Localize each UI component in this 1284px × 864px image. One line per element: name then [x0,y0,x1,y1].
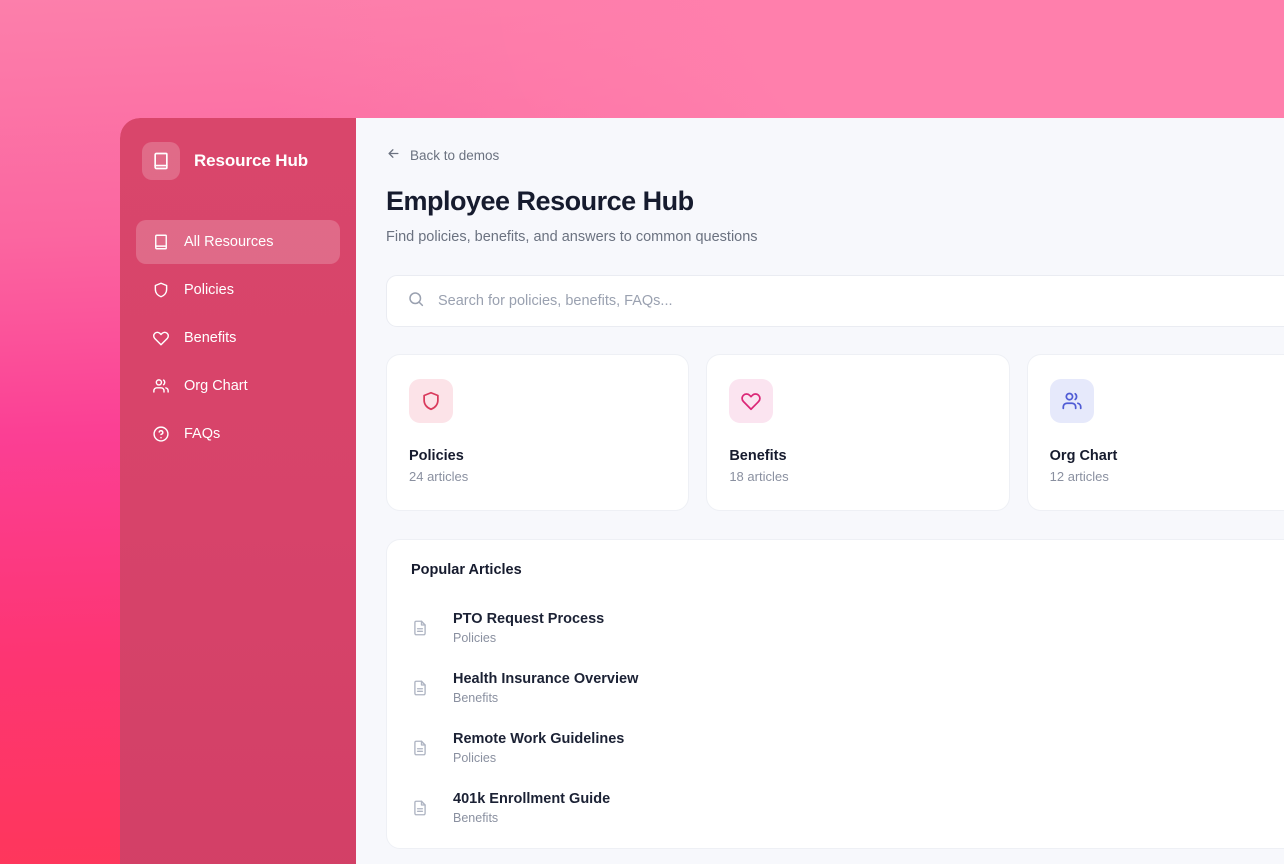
category-name: Org Chart [1049,448,1118,464]
brand-name: Resource Hub [194,151,309,170]
app-window: Resource Hub All Resources [120,118,1284,864]
category-name: Policies [409,448,464,464]
article-title: 401k Enrollment Guide [453,791,611,807]
sidebar-item-label: Benefits [184,330,237,346]
sidebar: Resource Hub All Resources [120,118,356,864]
search-bar[interactable] [386,275,1284,327]
article-list-item[interactable]: Health Insurance Overview Benefits [411,658,1284,718]
article-title: Health Insurance Overview [453,671,639,687]
category-count: 18 articles [729,469,789,484]
category-count: 24 articles [409,469,469,484]
users-icon [152,377,170,395]
category-name: Benefits [729,448,787,464]
article-category: Policies [453,631,497,645]
back-link-label: Back to demos [410,147,500,163]
sidebar-item-policies[interactable]: Policies [136,268,340,312]
category-card-benefits[interactable]: Benefits 18 articles [706,354,1010,511]
page-title: Employee Resource Hub [386,186,694,216]
article-title: PTO Request Process [453,611,605,627]
sidebar-item-label: Policies [184,282,234,298]
sidebar-nav: All Resources Policies [136,220,340,456]
article-category: Benefits [453,811,499,825]
main-content: Back to demos Employee Resource Hub Find… [356,118,1284,864]
heart-icon [729,379,774,423]
article-category: Benefits [453,691,499,705]
heart-icon [152,329,170,347]
sidebar-item-org-chart[interactable]: Org Chart [136,364,340,408]
book-icon [152,233,170,251]
document-icon [411,799,429,817]
page-subtitle: Find policies, benefits, and answers to … [386,229,758,245]
sidebar-item-label: Org Chart [184,378,248,394]
document-icon [411,679,429,697]
help-circle-icon [152,425,170,443]
shield-icon [409,379,453,423]
article-title: Remote Work Guidelines [453,731,625,747]
category-card-policies[interactable]: Policies 24 articles [386,354,690,511]
document-icon [411,619,429,637]
sidebar-item-label: FAQs [184,426,221,442]
sidebar-item-label: All Resources [184,234,274,250]
popular-articles-title: Popular Articles [411,562,522,578]
category-card-org-chart[interactable]: Org Chart 12 articles [1026,354,1284,511]
sidebar-item-faqs[interactable]: FAQs [136,412,340,456]
popular-articles-panel: Popular Articles PTO Request Process Pol… [386,539,1284,849]
article-list-item[interactable]: 401k Enrollment Guide Benefits [411,778,1284,838]
search-input[interactable] [438,293,1284,309]
search-icon [407,290,425,313]
sidebar-item-all-resources[interactable]: All Resources [136,220,340,264]
document-icon [411,739,429,757]
brand: Resource Hub [136,142,340,180]
article-list-item[interactable]: Remote Work Guidelines Policies [411,718,1284,778]
article-list-item[interactable]: PTO Request Process Policies [411,598,1284,658]
book-icon [142,142,180,180]
category-grid: Policies 24 articles Benefits 18 article… [386,354,1284,511]
shield-icon [152,281,170,299]
arrow-left-icon [386,146,401,164]
users-icon [1049,379,1094,423]
back-to-demos-link[interactable]: Back to demos [386,146,499,164]
category-count: 12 articles [1049,469,1109,484]
article-category: Policies [453,751,497,765]
sidebar-item-benefits[interactable]: Benefits [136,316,340,360]
